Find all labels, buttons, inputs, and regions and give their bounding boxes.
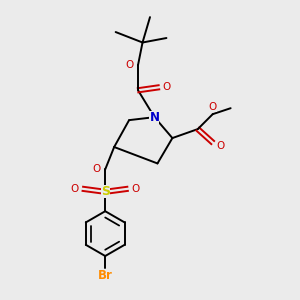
Text: O: O (208, 102, 217, 112)
Text: O: O (216, 140, 224, 151)
Text: O: O (162, 82, 170, 92)
Text: N: N (149, 111, 160, 124)
Text: S: S (101, 185, 110, 198)
Text: O: O (126, 60, 134, 70)
Text: O: O (132, 184, 140, 194)
Text: O: O (93, 164, 101, 174)
Text: O: O (70, 184, 79, 194)
Text: Br: Br (98, 269, 112, 282)
